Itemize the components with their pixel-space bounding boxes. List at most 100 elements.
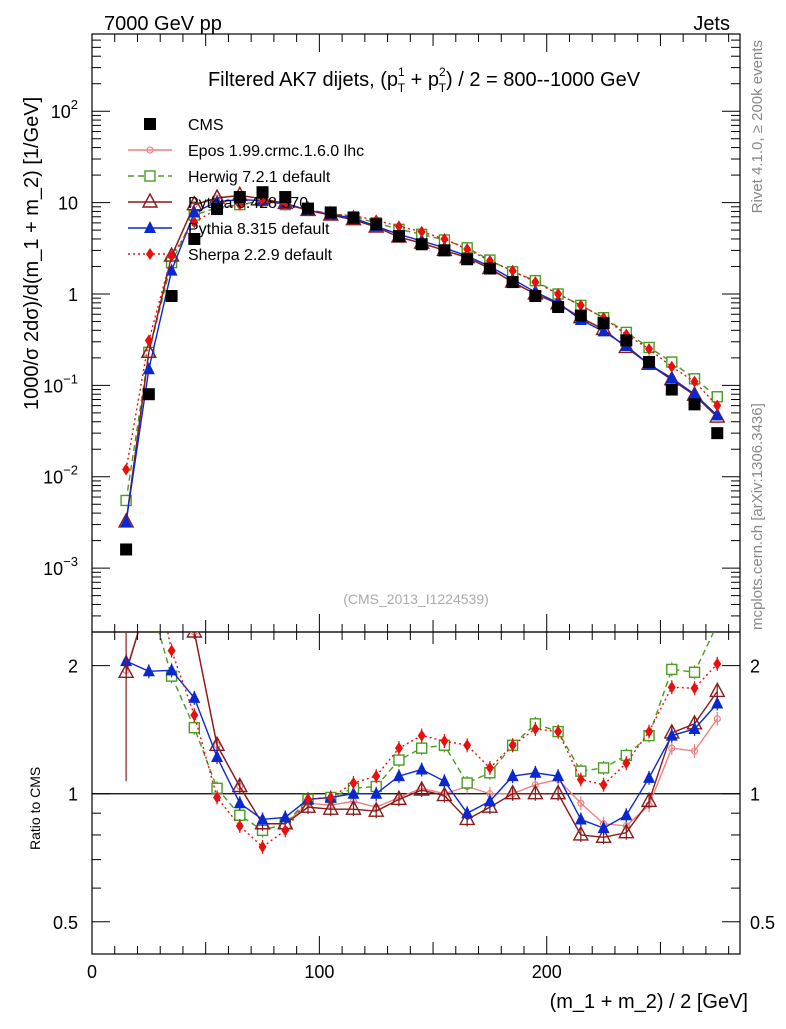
series-point-ratio [688, 666, 701, 678]
analysis-id: (CMS_2013_I1224539) [343, 591, 489, 607]
series-point-ratio [620, 808, 633, 821]
series-point-ratio [169, 607, 175, 613]
series-point-main [440, 232, 449, 245]
legend-label: Sherpa 2.2.9 default [188, 247, 333, 264]
series-point-ratio [622, 757, 631, 770]
series-point-ratio [597, 762, 610, 774]
series-point-main [554, 287, 563, 300]
legend-label: Pythia 8.315 default [188, 221, 330, 238]
series-point-ratio [211, 749, 224, 762]
series-point-ratio [461, 777, 473, 789]
series-point-ratio [167, 644, 176, 657]
mcplots-label: mcplots.cern.ch [arXiv:1306.3436] [749, 403, 766, 630]
legend-label: Pythia 6.428 370 [188, 195, 308, 212]
data-point [643, 356, 656, 369]
x-tick-label: 0 [87, 962, 97, 982]
series-point-main [690, 375, 699, 388]
data-point [233, 191, 246, 204]
ratio-frame [91, 631, 741, 955]
series-point-ratio [322, 799, 339, 815]
series-point-ratio [440, 735, 449, 748]
series-point-ratio [144, 592, 154, 602]
series-point-ratio [712, 619, 722, 629]
series-point-ratio [690, 747, 699, 755]
series-point-ratio [709, 681, 726, 698]
legend-marker [146, 248, 154, 260]
series-point-ratio [299, 797, 317, 813]
ratio-y-tick-label: 1 [68, 785, 78, 805]
y-tick-label: 10−1 [43, 371, 78, 396]
series-point-ratio [392, 769, 405, 782]
data-point [461, 253, 474, 266]
series-point-ratio [549, 784, 567, 800]
series-point-ratio [618, 823, 635, 839]
series-point-main [120, 514, 133, 527]
series-point-ratio [372, 770, 381, 783]
series-point-ratio [188, 721, 201, 734]
data-point [279, 191, 292, 204]
series-point-ratio [370, 786, 383, 799]
series-point-main [665, 371, 678, 384]
data-point [711, 427, 724, 440]
series-point-ratio [368, 801, 385, 817]
y-axis-label-ratio: Ratio to CMS [27, 767, 43, 850]
data-point [665, 383, 678, 396]
series-point-ratio [121, 563, 131, 573]
series-point-ratio [531, 722, 540, 735]
series-point-main [167, 250, 176, 263]
data-point [415, 238, 428, 251]
series-point-ratio [572, 825, 590, 841]
legend-marker [141, 192, 159, 208]
data-point [256, 186, 269, 199]
series-point-ratio [190, 709, 199, 722]
series-point-ratio [142, 664, 155, 677]
series-point-ratio [576, 773, 585, 786]
series-point-ratio [527, 784, 544, 800]
series-point-ratio [415, 762, 428, 775]
series-point-main [576, 299, 585, 312]
series-point-ratio [417, 729, 426, 742]
header-right: Jets [693, 13, 730, 35]
series-point-ratio [504, 784, 521, 800]
series-point-ratio [256, 812, 269, 825]
data-point [574, 309, 587, 322]
series-point-ratio [213, 791, 222, 804]
series-point-ratio [599, 778, 608, 791]
x-tick-label: 100 [304, 962, 334, 982]
series-point-ratio [258, 840, 267, 853]
ratio-y-tick-label-right: 1 [750, 785, 760, 805]
data-point [324, 206, 337, 219]
series-point-ratio [122, 415, 130, 427]
series-point-ratio [667, 681, 676, 694]
series-point-ratio [574, 812, 587, 825]
series-point-main [142, 362, 155, 375]
data-point [597, 317, 610, 330]
series-point-ratio [688, 721, 701, 734]
y-tick-label: 102 [51, 97, 78, 122]
series-point-main [140, 342, 158, 359]
data-point [370, 218, 383, 231]
series-point-ratio [234, 809, 246, 821]
series-point-ratio [165, 602, 179, 615]
series-point-main [144, 334, 153, 347]
series-point-ratio [461, 806, 474, 819]
data-point [347, 211, 360, 224]
series-point-ratio [713, 715, 721, 723]
data-point [188, 232, 201, 245]
legend-marker [144, 118, 156, 130]
series-point-ratio [186, 632, 203, 638]
series-point-ratio [438, 774, 451, 787]
series-point-ratio [554, 725, 563, 738]
series-point-ratio [281, 824, 290, 837]
series-point-ratio [326, 791, 335, 804]
series-point-ratio [508, 739, 517, 752]
series-point-ratio [436, 786, 453, 802]
series-point-ratio [165, 663, 178, 676]
ratio-y-tick-label: 2 [68, 657, 78, 677]
series-point-ratio [304, 793, 312, 806]
y-tick-label: 10 [58, 194, 78, 214]
series-point-main [508, 264, 517, 277]
series-point-ratio [668, 744, 676, 752]
series-point-ratio [485, 761, 494, 774]
series-point-ratio [577, 799, 585, 807]
